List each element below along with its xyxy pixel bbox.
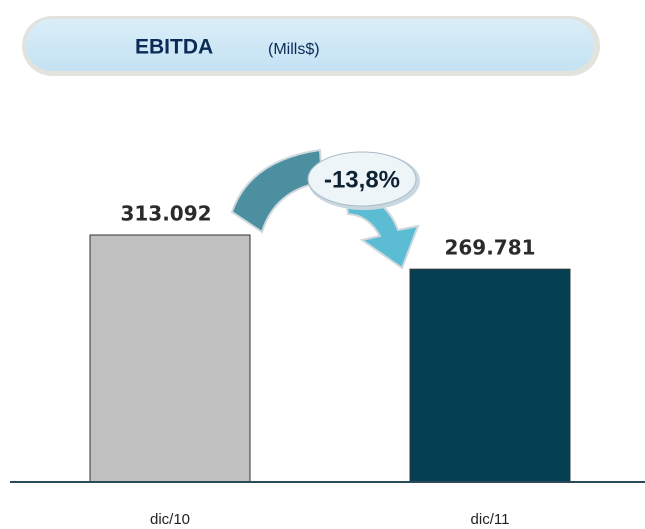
value-label: 313.092 xyxy=(120,202,211,226)
chart-subtitle: (Mills$) xyxy=(268,41,320,58)
bar xyxy=(89,234,251,483)
chart-title: EBITDA xyxy=(135,36,213,59)
badge xyxy=(307,151,417,207)
annotation: -13,8% xyxy=(324,166,400,193)
x-tick-label: dic/11 xyxy=(471,511,510,528)
bar xyxy=(409,268,571,483)
value-label: 269.781 xyxy=(444,236,535,260)
title-pill xyxy=(26,19,594,71)
arrow-left xyxy=(230,148,324,234)
x-tick-label: dic/10 xyxy=(150,511,190,528)
